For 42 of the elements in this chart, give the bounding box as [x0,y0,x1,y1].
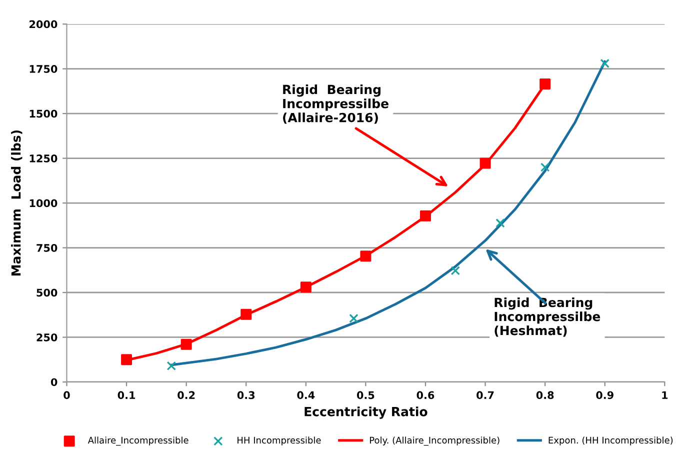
point [496,218,505,228]
y-tick-label: 1000 [30,199,58,208]
y-tick-label: 1750 [30,65,58,73]
y-tick-label: 2000 [30,20,58,28]
line-series [170,60,606,366]
x-tick-label: 0.6 [416,391,434,400]
point [360,250,372,262]
y-axis-title: Maximum Load (lbs) [11,130,22,276]
y-tick-label: 0 [50,378,58,386]
legend-label: Expon. (HH Incompressible) [548,436,673,446]
legend-label: HH Incompressible [238,436,321,446]
x-tick-label: 0.4 [297,391,315,400]
point [480,158,491,169]
point [166,361,176,371]
x-tick-label: 0.3 [237,391,255,400]
point [540,78,551,90]
y-tick-label: 250 [36,333,58,342]
x-tick-label: 0 [64,391,70,400]
point [450,266,460,276]
x-tick-label: 0.5 [356,391,374,400]
point [180,338,192,350]
y-tick-label: 750 [36,244,58,252]
point [420,210,431,222]
x-tick-label: 0.7 [476,391,494,400]
x-tick-label: 1 [662,391,668,399]
x-tick-label: 0.1 [118,391,136,400]
x-tick-label: 0.2 [178,391,195,400]
point [121,354,132,366]
point [240,308,252,320]
legend-label: Poly. (Allaire_Incompressible) [370,436,500,446]
point [540,162,550,172]
annotation: Rigid Bearing Incompressilbe (Allaire-2016) [283,84,388,124]
point [349,314,358,324]
legend-label: Allaire_Incompressible [88,436,188,446]
x-tick-label: 0.8 [536,391,554,400]
y-tick-label: 1250 [30,154,58,162]
x-tick-label: 0.9 [596,391,614,400]
point [300,282,312,293]
y-tick-label: 500 [36,288,58,297]
x-axis-title: Eccentricity Ratio [304,406,428,419]
point [600,58,610,68]
y-tick-label: 1500 [30,110,58,118]
